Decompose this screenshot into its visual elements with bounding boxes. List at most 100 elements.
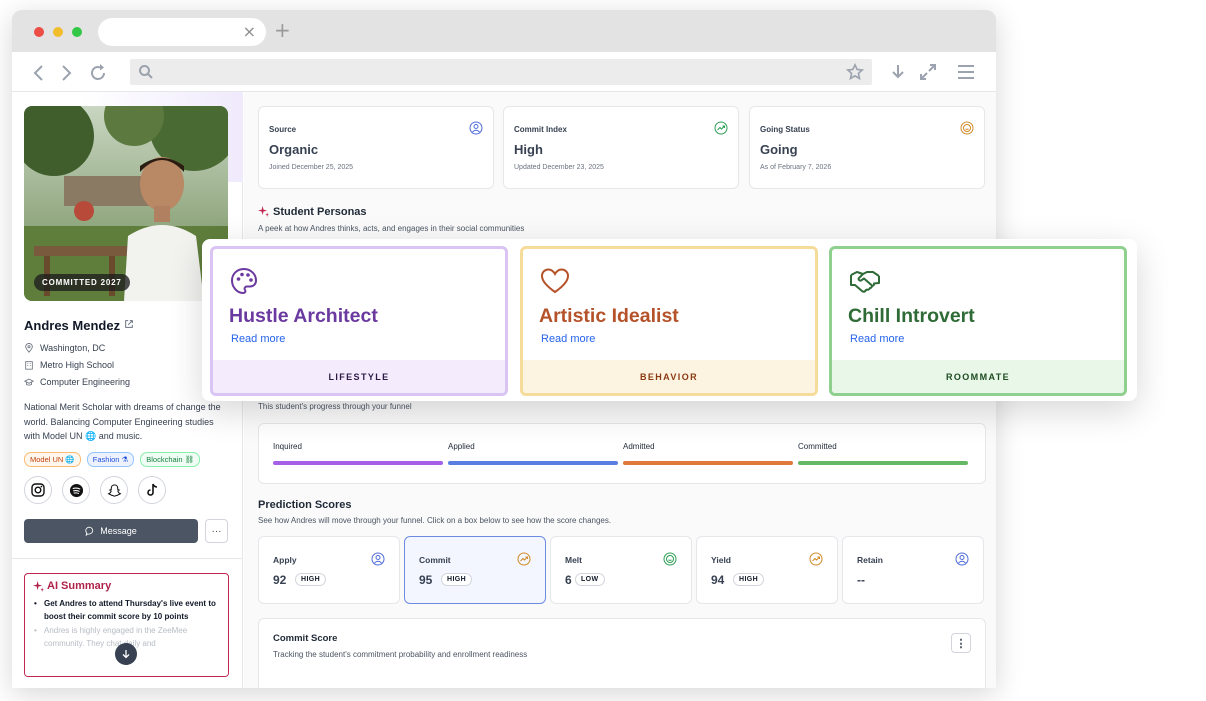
close-tab-icon[interactable]: × [242,22,256,41]
commit-score-subtitle: Tracking the student's commitment probab… [273,650,528,659]
building-icon [25,361,33,370]
new-tab-button[interactable]: + [274,18,291,42]
ai-summary-panel: AI Summary Get Andres to attend Thursday… [24,573,229,677]
ai-summary-list: Get Andres to attend Thursday's live eve… [33,598,223,652]
profile-sidebar: COMMITTED 2027 Andres Mendez Washington,… [12,92,243,688]
funnel-stage-bar [448,461,618,465]
browser-tab[interactable]: × [98,18,266,46]
prediction-scores-title: Prediction Scores [258,499,352,511]
trend-up-icon [714,121,728,135]
score-card-commit[interactable]: Commit 95 HIGH [404,536,546,604]
persona-name: Hustle Architect [229,305,378,327]
funnel-stage-bar [273,461,443,465]
ai-summary-title: AI Summary [33,580,111,592]
stat-card-commit-index: Commit Index High Updated December 23, 2… [503,106,739,189]
persona-category: LIFESTYLE [213,360,505,393]
message-button-label: Message [100,526,137,536]
trend-up-icon [809,552,823,566]
spotify-icon [69,483,83,497]
maximize-window-button[interactable] [72,27,82,37]
sparkle-icon [258,206,269,217]
page-content: COMMITTED 2027 Andres Mendez Washington,… [12,92,996,688]
forward-icon[interactable] [56,63,76,83]
bookmark-star-icon[interactable] [846,63,864,81]
score-card-apply[interactable]: Apply 92 HIGH [258,536,400,604]
score-card-melt[interactable]: Melt 6 LOW [550,536,692,604]
tag-model-un[interactable]: Model UN 🌐 [24,452,81,467]
commit-score-menu-button[interactable]: ⋮ [951,633,971,653]
persona-card-roommate[interactable]: Chill Introvert Read more ROOMMATE [829,246,1127,396]
user-circle-icon [955,552,969,566]
chat-bubble-icon [85,526,94,536]
browser-toolbar [12,52,996,92]
score-level-badge: HIGH [295,573,327,586]
instagram-icon [31,483,45,497]
funnel-stage-bar [798,461,968,465]
commit-score-title: Commit Score [273,633,338,644]
funnel-stage-label: Committed [798,442,837,451]
profile-photo-image [24,106,228,301]
browser-window: × + [12,10,996,688]
scroll-down-button[interactable] [115,643,137,665]
message-button[interactable]: Message [24,519,198,543]
search-icon [139,65,153,79]
user-circle-icon [371,552,385,566]
school-row: Metro High School [24,360,114,370]
personas-title: Student Personas [273,206,367,218]
score-card-retain[interactable]: Retain -- [842,536,984,604]
read-more-link[interactable]: Read more [541,333,596,345]
persona-card-behavior[interactable]: Artistic Idealist Read more BEHAVIOR [520,246,818,396]
location-row: Washington, DC [24,343,105,353]
fullscreen-icon[interactable] [918,62,938,82]
external-link-icon[interactable] [124,319,134,329]
smile-icon [663,552,677,566]
ai-summary-item: Andres is highly engaged in the ZeeMee c… [33,625,223,650]
arrow-down-icon [122,650,130,659]
read-more-link[interactable]: Read more [850,333,905,345]
read-more-link[interactable]: Read more [231,333,286,345]
score-level-badge: HIGH [733,573,765,586]
download-icon[interactable] [888,62,908,82]
score-card-yield[interactable]: Yield 94 HIGH [696,536,838,604]
minimize-window-button[interactable] [53,27,63,37]
persona-card-lifestyle[interactable]: Hustle Architect Read more LIFESTYLE [210,246,508,396]
funnel-stage-label: Inquired [273,442,302,451]
social-links [24,476,166,504]
major-text: Computer Engineering [40,377,131,387]
sparkle-icon [33,580,44,592]
address-bar[interactable] [130,59,872,85]
tag-blockchain[interactable]: Blockchain ⛓ [140,452,201,467]
funnel-subtitle: This student's progress through your fun… [258,402,412,411]
score-level-badge: LOW [575,573,605,586]
close-window-button[interactable] [34,27,44,37]
trend-up-icon [517,552,531,566]
reload-icon[interactable] [88,63,108,83]
stat-card-source: Source Organic Joined December 25, 2025 [258,106,494,189]
commit-score-panel: Commit Score Tracking the student's comm… [258,618,986,688]
spotify-button[interactable] [62,476,90,504]
snapchat-button[interactable] [100,476,128,504]
map-pin-icon [25,343,33,353]
back-icon[interactable] [30,63,50,83]
graduation-cap-icon [24,378,34,386]
heart-icon [540,268,570,294]
more-options-button[interactable]: ··· [205,519,228,543]
menu-icon[interactable] [956,62,976,82]
student-bio: National Merit Scholar with dreams of ch… [24,402,221,441]
location-text: Washington, DC [40,343,106,353]
persona-category: BEHAVIOR [523,360,815,393]
user-circle-icon [469,121,483,135]
instagram-button[interactable] [24,476,52,504]
personas-overlay: Hustle Architect Read more LIFESTYLE Art… [202,239,1137,401]
tag-fashion[interactable]: Fashion ⚗ [86,452,135,467]
tiktok-button[interactable] [138,476,166,504]
stat-card-going-status: Going Status Going As of February 7, 202… [749,106,985,189]
funnel-stage-label: Admitted [623,442,655,451]
school-text: Metro High School [40,360,115,370]
funnel-stage-label: Applied [448,442,475,451]
interest-tags: Model UN 🌐 Fashion ⚗ Blockchain ⛓ [24,452,201,467]
personas-subtitle: A peek at how Andres thinks, acts, and e… [258,224,525,233]
score-level-badge: HIGH [441,573,473,586]
profile-photo: COMMITTED 2027 [24,106,228,301]
student-name: Andres Mendez [24,318,121,333]
